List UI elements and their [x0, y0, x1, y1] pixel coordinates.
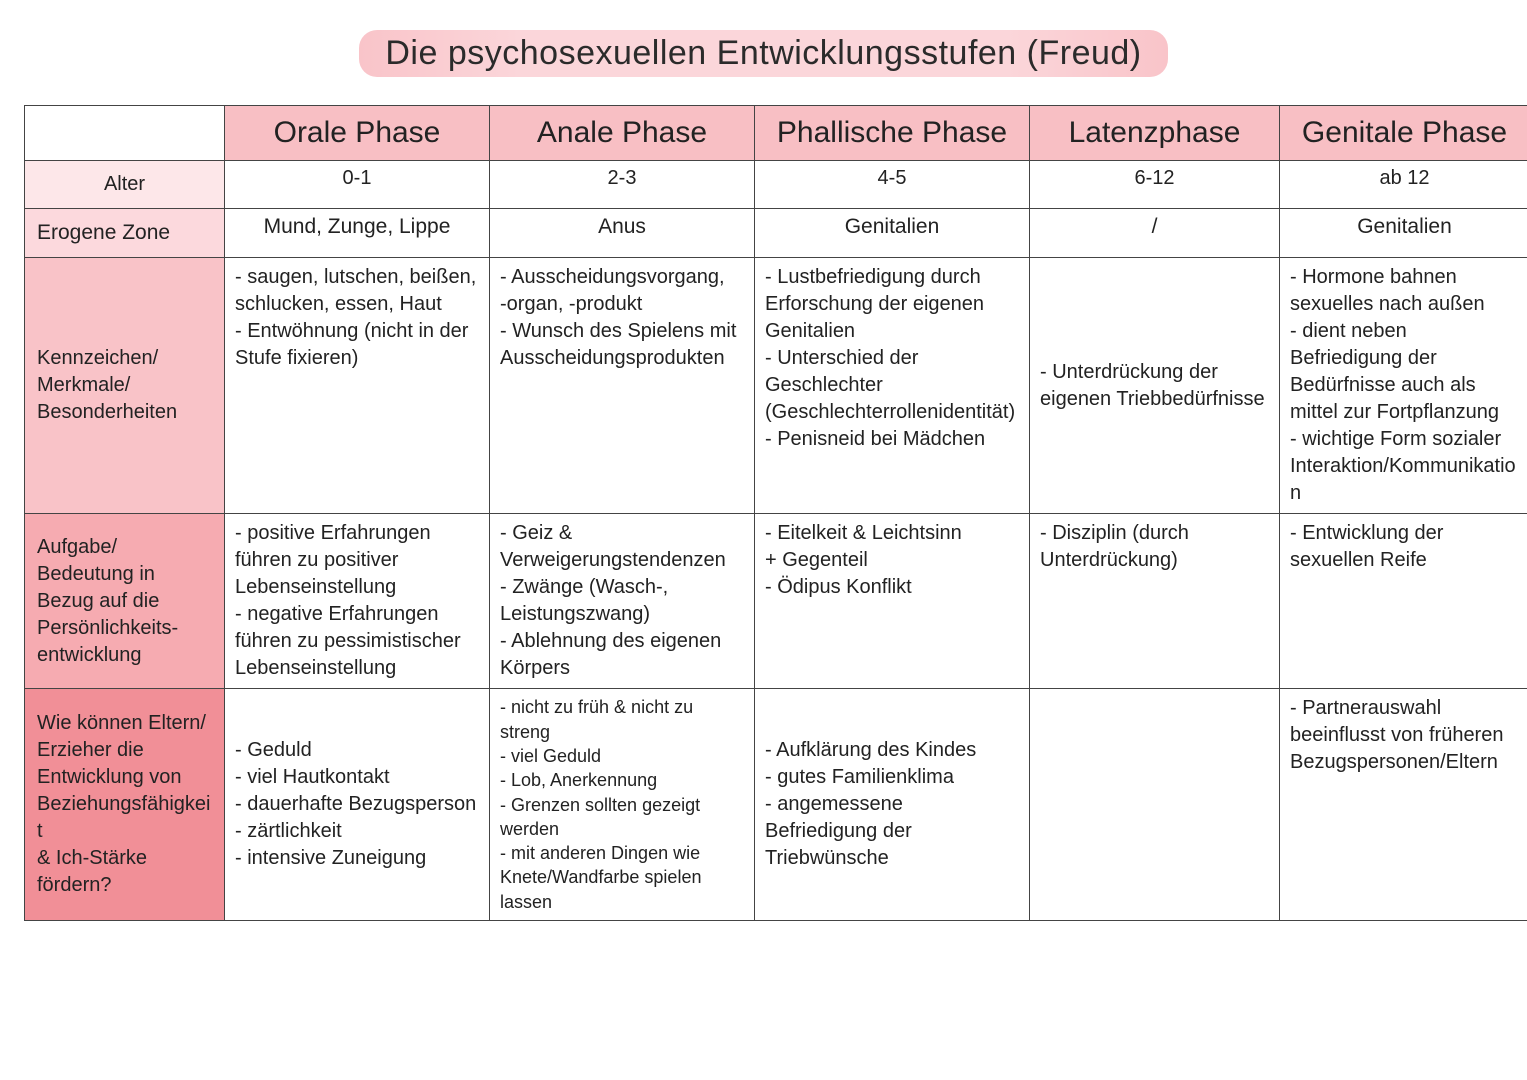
cell-alter-anale: 2-3 [490, 161, 755, 209]
cell-ero-genitale: Genitalien [1280, 209, 1527, 258]
row-aufgabe: Aufgabe/ Bedeutung in Bezug auf die Pers… [25, 514, 1527, 689]
cell-elt-genitale: - Partnerauswahl beeinflusst von frühere… [1280, 689, 1527, 921]
col-header-orale: Orale Phase [225, 106, 490, 161]
page-title: Die psychosexuellen Entwicklungsstufen (… [359, 30, 1167, 77]
col-header-genitale: Genitale Phase [1280, 106, 1527, 161]
cell-auf-latenz: - Disziplin (durch Unterdrückung) [1030, 514, 1280, 689]
cell-kenn-phallische: - Lustbefriedigung durch Erforschung der… [755, 258, 1030, 514]
cell-ero-latenz: / [1030, 209, 1280, 258]
freud-stages-table: Orale Phase Anale Phase Phallische Phase… [24, 105, 1527, 921]
title-wrap: Die psychosexuellen Entwicklungsstufen (… [24, 30, 1503, 77]
header-blank [25, 106, 225, 161]
page: Die psychosexuellen Entwicklungsstufen (… [0, 0, 1527, 1080]
rowlabel-alter: Alter [25, 161, 225, 209]
cell-kenn-genitale: - Hormone bahnen sexuelles nach außen - … [1280, 258, 1527, 514]
row-kennzeichen: Kennzeichen/ Merkmale/ Besonderheiten - … [25, 258, 1527, 514]
cell-alter-latenz: 6-12 [1030, 161, 1280, 209]
cell-auf-orale: - positive Erfahrungen führen zu positiv… [225, 514, 490, 689]
cell-elt-orale: - Geduld - viel Hautkontakt - dauerhafte… [225, 689, 490, 921]
rowlabel-kennzeichen: Kennzeichen/ Merkmale/ Besonderheiten [25, 258, 225, 514]
cell-kenn-latenz: - Unterdrückung der eigenen Triebbedürfn… [1030, 258, 1280, 514]
cell-ero-anale: Anus [490, 209, 755, 258]
cell-elt-anale: - nicht zu früh & nicht zu streng - viel… [490, 689, 755, 921]
cell-auf-genitale: - Entwicklung der sexuellen Reife [1280, 514, 1527, 689]
col-header-anale: Anale Phase [490, 106, 755, 161]
col-header-phallische: Phallische Phase [755, 106, 1030, 161]
rowlabel-erogene: Erogene Zone [25, 209, 225, 258]
cell-auf-phallische: - Eitelkeit & Leichtsinn + Gegenteil - Ö… [755, 514, 1030, 689]
cell-auf-anale: - Geiz & Verweigerungstendenzen - Zwänge… [490, 514, 755, 689]
header-row: Orale Phase Anale Phase Phallische Phase… [25, 106, 1527, 161]
row-eltern: Wie können Eltern/ Erzieher die Entwickl… [25, 689, 1527, 921]
cell-alter-genitale: ab 12 [1280, 161, 1527, 209]
cell-kenn-anale: - Ausscheidungsvorgang, -organ, -produkt… [490, 258, 755, 514]
cell-alter-orale: 0-1 [225, 161, 490, 209]
cell-ero-phallische: Genitalien [755, 209, 1030, 258]
cell-elt-phallische: - Aufklärung des Kindes - gutes Familien… [755, 689, 1030, 921]
cell-ero-orale: Mund, Zunge, Lippe [225, 209, 490, 258]
row-erogene: Erogene Zone Mund, Zunge, Lippe Anus Gen… [25, 209, 1527, 258]
cell-elt-latenz [1030, 689, 1280, 921]
row-alter: Alter 0-1 2-3 4-5 6-12 ab 12 [25, 161, 1527, 209]
col-header-latenz: Latenzphase [1030, 106, 1280, 161]
rowlabel-aufgabe: Aufgabe/ Bedeutung in Bezug auf die Pers… [25, 514, 225, 689]
cell-alter-phallische: 4-5 [755, 161, 1030, 209]
rowlabel-eltern: Wie können Eltern/ Erzieher die Entwickl… [25, 689, 225, 921]
cell-kenn-orale: - saugen, lutschen, beißen, schlucken, e… [225, 258, 490, 514]
